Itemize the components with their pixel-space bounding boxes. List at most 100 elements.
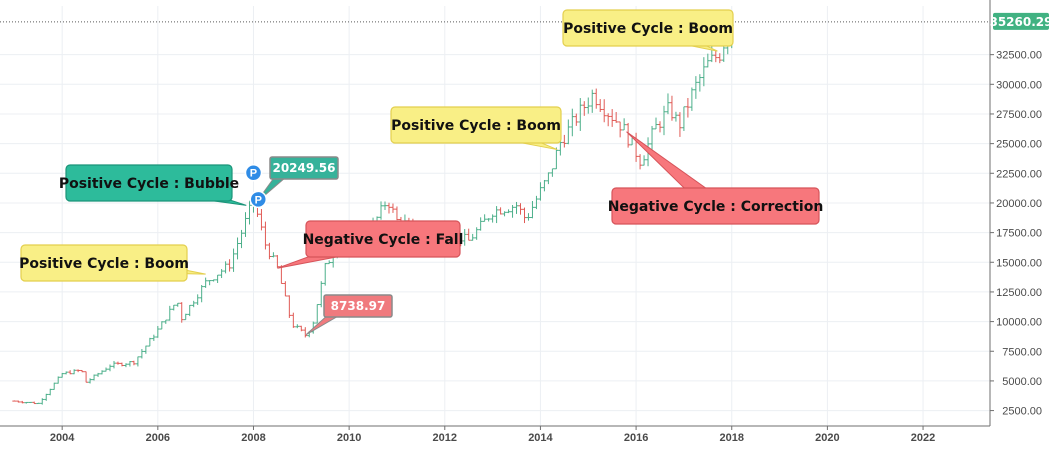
ohlc-bar <box>60 372 65 378</box>
ohlc-bar <box>127 360 132 367</box>
annotation-text: Positive Cycle : Boom <box>19 256 189 272</box>
price-callout-label: 8738.97 <box>331 299 386 313</box>
ohlc-bar <box>546 172 551 185</box>
ohlc-bar <box>685 97 690 118</box>
ohlc-bar <box>474 227 479 240</box>
ohlc-bar <box>68 370 73 375</box>
ohlc-bar <box>52 382 57 390</box>
markers[interactable]: PP <box>244 163 268 209</box>
pivot-marker-dot[interactable] <box>249 190 268 209</box>
ohlc-bar <box>203 277 208 288</box>
ohlc-bar <box>92 374 97 381</box>
price-callout-box <box>323 294 393 318</box>
ohlc-bar <box>638 154 643 170</box>
ohlc-bar <box>542 179 547 192</box>
ohlc-bar <box>24 401 29 404</box>
ohlc-bar <box>131 360 136 366</box>
x-tick-label: 2004 <box>50 432 75 444</box>
pivot-marker-dot[interactable] <box>244 163 263 182</box>
annotation-text: Negative Cycle : Fall <box>303 232 464 248</box>
ohlc-bar <box>538 182 543 201</box>
ohlc-bar <box>610 109 615 127</box>
ohlc-bar <box>123 363 128 368</box>
annotation-callout: Positive Cycle : Boom <box>390 106 562 151</box>
annotation-box <box>562 9 734 47</box>
ohlc-bar <box>462 229 467 246</box>
y-tick-label: 30000.00 <box>996 79 1042 91</box>
ohlc-bar <box>291 312 296 328</box>
ohlc-bar <box>701 57 706 87</box>
ohlc-bar <box>267 242 272 260</box>
ohlc-bar <box>705 53 710 68</box>
ohlc-bar <box>554 147 559 170</box>
ohlc-bar <box>689 87 694 111</box>
ohlc-bar <box>187 304 192 317</box>
ohlc-bar <box>390 203 395 213</box>
current-price-bg <box>993 12 1049 30</box>
ohlc-bar <box>243 212 248 237</box>
ohlc-bar <box>155 326 160 338</box>
price-callout-label: 20249.56 <box>272 161 335 175</box>
ohlc-bar <box>287 295 292 318</box>
ohlc-bar <box>215 274 220 284</box>
ohlc-bar <box>143 345 148 354</box>
ohlc-bar <box>139 348 144 359</box>
y-tick-label: 17500.00 <box>996 228 1042 240</box>
x-axis-ticks[interactable]: 2004 2006 2008 2010 2012 2014 2016 2018 2020 2022 <box>50 426 935 444</box>
ohlc-bar <box>223 261 228 274</box>
ohlc-bar <box>119 362 124 367</box>
ohlc-bar <box>606 113 611 127</box>
x-tick-label: 2008 <box>241 432 265 444</box>
ohlc-bar <box>482 214 487 222</box>
ohlc-bar <box>661 105 666 136</box>
ohlc-bar <box>650 125 655 153</box>
ohlc-bar <box>486 218 491 222</box>
ohlc-bar <box>303 327 308 338</box>
annotation-box <box>65 164 233 202</box>
ohlc-bar <box>590 89 595 113</box>
ohlc-bar <box>88 378 93 384</box>
current-price-badge: 35260.29 <box>989 12 1053 30</box>
pivot-marker[interactable]: P <box>249 190 268 209</box>
ohlc-bar <box>231 248 236 272</box>
ohlc-bar <box>48 388 53 396</box>
ohlc-bar <box>295 324 300 329</box>
ohlc-bar <box>219 269 224 279</box>
ohlc-bar <box>566 119 571 145</box>
price-callout-box <box>269 156 339 180</box>
ohlc-bar <box>618 121 623 138</box>
ohlc-bar <box>622 118 627 131</box>
x-tick-label: 2014 <box>528 432 553 444</box>
ohlc-bar <box>135 356 140 367</box>
ohlc-bar <box>211 279 216 282</box>
y-tick-label: 27500.00 <box>996 109 1042 121</box>
ohlc-bar <box>96 372 101 377</box>
y-tick-label: 5000.00 <box>1002 376 1042 388</box>
ohlc-bar <box>195 294 200 305</box>
annotation-callout: Positive Cycle : Bubble <box>59 164 247 206</box>
ohlc-bar <box>84 371 89 383</box>
ohlc-bar <box>713 49 718 63</box>
y-tick-label: 25000.00 <box>996 139 1042 151</box>
ohlc-bar <box>386 202 391 214</box>
ohlc-bar <box>498 207 503 215</box>
ohlc-bar <box>470 233 475 241</box>
ohlc-bar <box>721 45 726 62</box>
y-axis-ticks[interactable]: 2500.00 5000.00 7500.00 10000.00 12500.00 150… <box>990 50 1042 418</box>
y-tick-label: 15000.00 <box>996 257 1042 269</box>
ohlc-bar <box>12 400 17 402</box>
ohlc-bar <box>681 106 686 131</box>
ohlc-bar <box>522 207 527 224</box>
ohlc-bar <box>594 88 599 109</box>
annotation-callout: Negative Cycle : Correction <box>608 131 823 225</box>
ohlc-bar <box>654 117 659 130</box>
ohlc-bar <box>283 281 288 297</box>
pivot-marker[interactable]: P <box>244 163 263 182</box>
x-tick-label: 2010 <box>337 432 361 444</box>
y-tick-label: 2500.00 <box>1002 406 1042 418</box>
ohlc-bar <box>502 211 507 217</box>
ohlc-bar <box>191 300 196 308</box>
ohlc-bar <box>697 74 702 92</box>
ohlc-bar <box>175 302 180 307</box>
